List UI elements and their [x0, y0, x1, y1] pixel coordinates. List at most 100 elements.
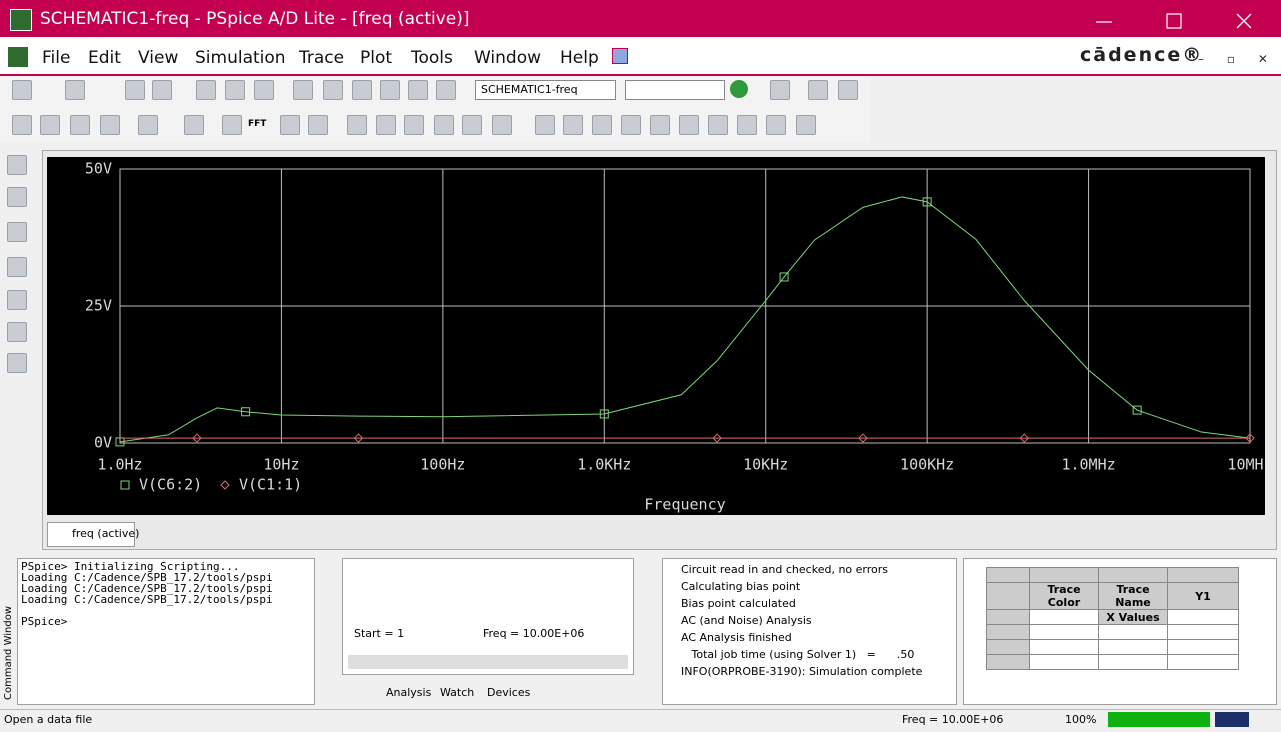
- output-line: INFO(ORPROBE-3190): Simulation complete: [681, 665, 923, 678]
- tool-button[interactable]: [184, 115, 204, 135]
- x-tick-label: 100KHz: [900, 456, 954, 474]
- menu-item[interactable]: Trace: [299, 48, 345, 68]
- output-line: Total job time (using Solver 1) = .50: [681, 648, 915, 661]
- x-tick-label: 1.0MHz: [1061, 456, 1115, 474]
- tool-button[interactable]: [125, 80, 145, 100]
- side-tool[interactable]: [7, 290, 27, 310]
- param-combo[interactable]: [625, 80, 725, 100]
- tool-button[interactable]: [492, 115, 512, 135]
- tool-button[interactable]: [404, 115, 424, 135]
- command-line: Loading C:/Cadence/SPB_17.2/tools/pspi: [21, 582, 273, 595]
- cadence-logo: cādence®: [1080, 44, 1204, 66]
- tool-button[interactable]: [796, 115, 816, 135]
- tool-button[interactable]: [436, 80, 456, 100]
- side-tool[interactable]: [7, 155, 27, 175]
- trace-table: Trace Color Trace Name Y1 X Values: [986, 567, 1239, 670]
- freq-value: Freq = 10.00E+06: [483, 627, 585, 640]
- x-tick-label: 10MHz: [1227, 456, 1265, 474]
- tool-button[interactable]: [70, 115, 90, 135]
- tool-button[interactable]: [152, 80, 172, 100]
- tool-button[interactable]: [838, 80, 858, 100]
- side-tool[interactable]: [7, 322, 27, 342]
- scrollbar[interactable]: [348, 655, 628, 669]
- menu-item[interactable]: File: [42, 48, 71, 68]
- tool-button[interactable]: [100, 115, 120, 135]
- tool-button[interactable]: [65, 80, 85, 100]
- tool-button[interactable]: [462, 115, 482, 135]
- menu-item[interactable]: View: [138, 48, 179, 68]
- tool-button[interactable]: [138, 115, 158, 135]
- sim-tab[interactable]: Analysis: [386, 686, 432, 699]
- tool-button[interactable]: [40, 115, 60, 135]
- side-tool[interactable]: [7, 187, 27, 207]
- progress-bar: [1108, 712, 1210, 727]
- data-marker: [353, 433, 364, 443]
- tool-button[interactable]: [280, 115, 300, 135]
- tool-button[interactable]: [323, 80, 343, 100]
- title-bar: [0, 0, 1281, 37]
- output-line: Circuit read in and checked, no errors: [681, 563, 889, 576]
- tool-button[interactable]: [196, 80, 216, 100]
- tool-button[interactable]: [708, 115, 728, 135]
- tool-button[interactable]: [563, 115, 583, 135]
- profile-combo[interactable]: SCHEMATIC1-freq: [475, 80, 616, 100]
- run-button[interactable]: [730, 80, 748, 98]
- wave-icon: [1215, 712, 1249, 727]
- tool-button[interactable]: [770, 80, 790, 100]
- plot-background: [47, 157, 1265, 515]
- data-marker: [192, 433, 202, 443]
- menu-item[interactable]: Edit: [88, 48, 121, 68]
- tool-button[interactable]: [376, 115, 396, 135]
- chart: 1.0Hz 10Hz 100Hz 1.0KHz 10KHz 100KHz 1.0MHz 10M…: [47, 157, 1265, 515]
- status-zoom: 100%: [1065, 713, 1097, 726]
- menu-item[interactable]: Window: [474, 48, 542, 68]
- header: Trace Name: [1098, 582, 1168, 610]
- tool-button[interactable]: [254, 80, 274, 100]
- tile-icon[interactable]: [612, 48, 628, 64]
- side-tool[interactable]: [7, 257, 27, 277]
- tool-button[interactable]: [293, 80, 313, 100]
- app-icon: [10, 9, 32, 31]
- output-line: AC (and Noise) Analysis: [681, 614, 812, 627]
- x-axis-label: Frequency: [644, 496, 725, 514]
- command-line: PSpice> Initializing Scripting...: [21, 560, 240, 573]
- tool-button[interactable]: [308, 115, 328, 135]
- tool-button[interactable]: [621, 115, 641, 135]
- side-tool[interactable]: [7, 222, 27, 242]
- tool-button[interactable]: [766, 115, 786, 135]
- command-window: PSpice> Initializing Scripting... Loading…: [17, 558, 315, 705]
- sim-tab[interactable]: Devices: [487, 686, 531, 699]
- tool-button[interactable]: [592, 115, 612, 135]
- tool-button[interactable]: [352, 80, 372, 100]
- side-tool[interactable]: [7, 353, 27, 373]
- plot-tab-label[interactable]: freq (active): [72, 527, 140, 540]
- sim-tab[interactable]: Watch: [440, 686, 475, 699]
- plot-tab[interactable]: [47, 522, 135, 547]
- mdi-controls[interactable]: – ▫ ✕: [1198, 52, 1268, 66]
- tool-button[interactable]: [225, 80, 245, 100]
- menu-item[interactable]: Help: [560, 48, 599, 68]
- command-line: Loading C:/Cadence/SPB_17.2/tools/pspi: [21, 571, 273, 584]
- tool-button[interactable]: [347, 115, 367, 135]
- menu-item[interactable]: Simulation: [195, 48, 286, 68]
- tool-button[interactable]: [408, 80, 428, 100]
- tool-button[interactable]: [737, 115, 757, 135]
- tool-button[interactable]: [808, 80, 828, 100]
- menu-item[interactable]: Tools: [411, 48, 453, 68]
- tool-button[interactable]: [650, 115, 670, 135]
- tool-button[interactable]: [535, 115, 555, 135]
- tool-button[interactable]: [434, 115, 454, 135]
- y-tick-label: 50V: [85, 160, 112, 178]
- data-marker: [1019, 433, 1030, 443]
- fft-button[interactable]: FFT: [248, 119, 267, 129]
- window-controls[interactable]: [1080, 0, 1281, 37]
- tool-button[interactable]: [12, 80, 32, 100]
- tool-button[interactable]: [380, 80, 400, 100]
- menu-item[interactable]: Plot: [360, 48, 393, 68]
- tool-button[interactable]: [222, 115, 242, 135]
- tool-button[interactable]: [12, 115, 32, 135]
- status-freq: Freq = 10.00E+06: [902, 713, 1004, 726]
- tool-button[interactable]: [679, 115, 699, 135]
- start-value: Start = 1: [354, 627, 405, 640]
